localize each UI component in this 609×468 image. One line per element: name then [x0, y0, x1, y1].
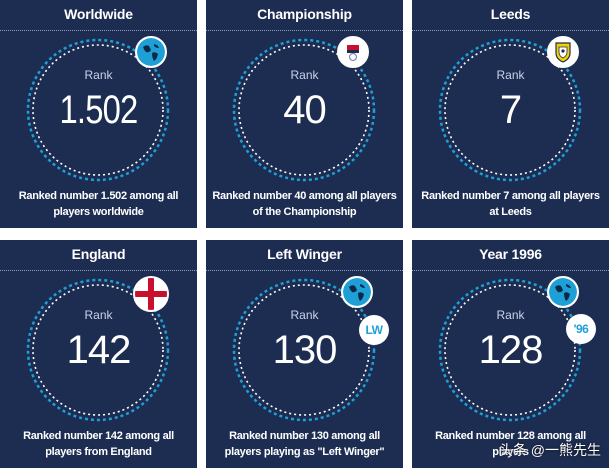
- rank-value: 142: [66, 328, 132, 372]
- globe-icon: [135, 36, 167, 68]
- divider: [412, 30, 609, 31]
- card-title: Leeds: [490, 6, 531, 22]
- rank-ring: [26, 278, 170, 422]
- rank-label: Rank: [496, 308, 525, 322]
- rank-value: 7: [499, 88, 522, 132]
- rank-card-championship: Championship Rank 40 Ranked number 40 am…: [206, 0, 403, 228]
- rank-card-leeds: Leeds Rank 7 Ranked number 7 among all p…: [412, 0, 609, 228]
- rank-card-left-winger: Left Winger Rank 130 Ranked number 130 a…: [206, 240, 403, 468]
- rank-description: Ranked number 128 among all players: [435, 430, 586, 458]
- card-title: Championship: [257, 6, 352, 22]
- rank-label: Rank: [496, 68, 525, 82]
- rank-card-worldwide: Worldwide Rank 1.502 Ranked number 1.502…: [0, 0, 197, 228]
- divider: [412, 270, 609, 271]
- rank-label: Rank: [290, 68, 319, 82]
- card-title: England: [71, 246, 126, 262]
- card-title: Year 1996: [479, 246, 542, 262]
- england-flag-icon: [133, 276, 169, 312]
- rank-description: Ranked number 1.502 among all players wo…: [18, 190, 179, 218]
- rank-description: Ranked number 130 among all players play…: [224, 430, 385, 458]
- rank-value: 1.502: [59, 88, 138, 132]
- divider: [206, 30, 403, 31]
- rank-description: Ranked number 7 among all players at Lee…: [421, 190, 600, 218]
- rank-description: Ranked number 142 among all players from…: [23, 430, 174, 458]
- divider: [206, 270, 403, 271]
- watermark: 头条 @一熊先生: [498, 442, 601, 458]
- position-badge: LW: [359, 315, 389, 345]
- rank-ring: [232, 278, 376, 422]
- globe-icon: [547, 276, 579, 308]
- divider: [0, 30, 197, 31]
- card-title: Left Winger: [267, 246, 342, 262]
- year-badge: '96: [566, 314, 596, 344]
- divider: [0, 270, 197, 271]
- rank-ring: [438, 38, 582, 182]
- leeds-crest-icon: [547, 36, 579, 68]
- rank-label: Rank: [84, 308, 113, 322]
- card-title: Worldwide: [64, 6, 133, 22]
- rank-label: Rank: [290, 308, 319, 322]
- rank-ring: [26, 38, 170, 182]
- championship-logo-icon: [337, 36, 369, 68]
- rank-card-year: Year 1996 Rank 128 Ranked number 128 amo…: [412, 240, 609, 468]
- globe-icon: [341, 276, 373, 308]
- rank-value: 128: [478, 328, 544, 372]
- rank-ring: [232, 38, 376, 182]
- rank-description: Ranked number 40 among all players of th…: [212, 190, 397, 218]
- rank-ring: [438, 278, 582, 422]
- rank-value: 130: [272, 328, 338, 372]
- rank-value: 40: [283, 88, 327, 132]
- rank-card-england: England Rank 142 Ranked number 142 among…: [0, 240, 197, 468]
- rank-label: Rank: [84, 68, 113, 82]
